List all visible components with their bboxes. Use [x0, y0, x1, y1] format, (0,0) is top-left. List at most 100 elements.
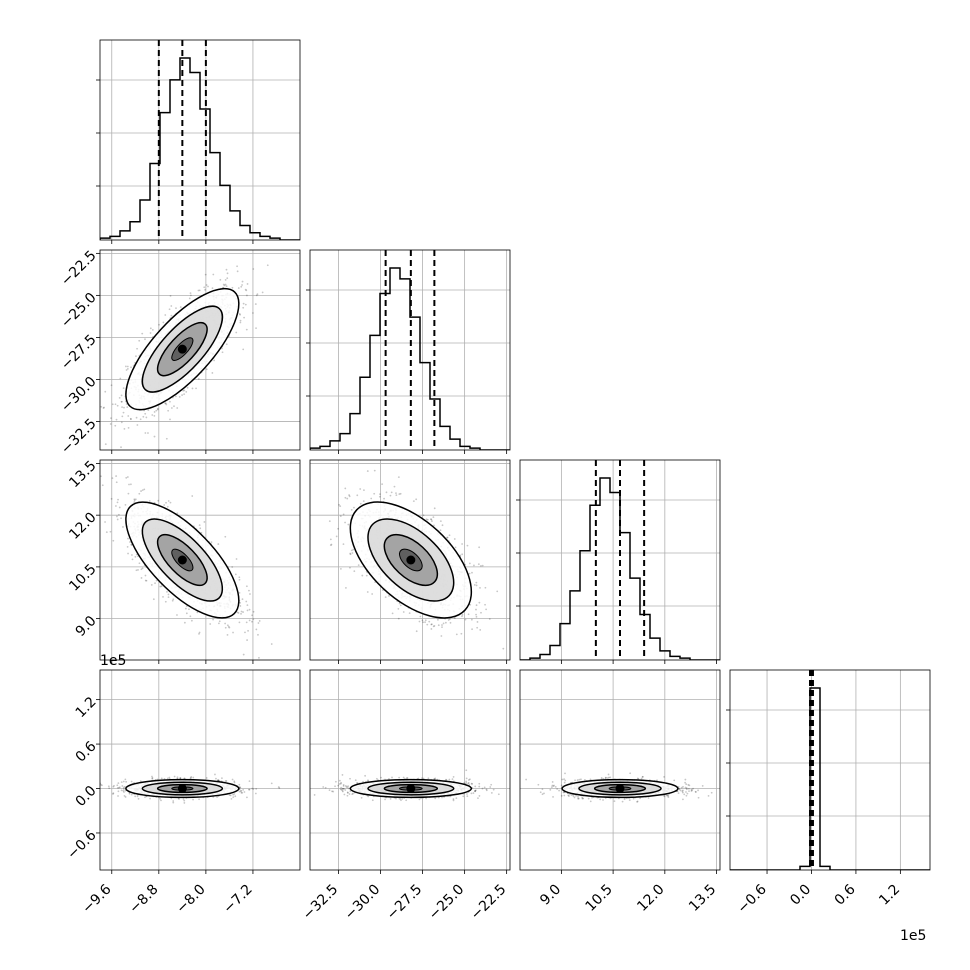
scatter-point	[362, 500, 365, 503]
scatter-point	[235, 558, 238, 560]
scatter-point	[134, 498, 137, 501]
scatter-point	[448, 618, 451, 621]
scatter-point	[442, 622, 445, 625]
scatter-point	[399, 492, 402, 495]
scatter-point	[198, 632, 200, 635]
scatter-point	[243, 791, 246, 793]
scatter-point	[484, 586, 487, 589]
scatter-point	[136, 347, 138, 350]
scatter-point	[150, 584, 153, 586]
scatter-point	[245, 328, 248, 331]
scatter-point	[138, 339, 141, 342]
scatter-point	[186, 386, 189, 389]
scatter-point	[126, 406, 129, 409]
scatter-point	[346, 497, 349, 500]
scatter-point	[133, 499, 136, 502]
scatter-point	[224, 283, 227, 286]
scatter-point	[424, 621, 426, 624]
scatter-point	[148, 500, 151, 502]
scatter-point	[238, 576, 241, 579]
scatter-point	[258, 620, 261, 622]
scatter-point	[478, 601, 481, 604]
scatter-point	[370, 497, 373, 500]
scatter-point	[218, 622, 220, 625]
scatter-point	[164, 314, 167, 316]
scatter-point	[242, 302, 245, 305]
scatter-point	[383, 497, 385, 500]
scatter-point	[255, 294, 258, 297]
scatter-point	[433, 507, 436, 510]
scatter-point	[222, 283, 225, 286]
scatter-point	[439, 529, 442, 532]
scatter-point	[329, 544, 332, 547]
scatter-point	[245, 600, 248, 603]
scatter-point	[159, 585, 162, 588]
scatter-point	[138, 562, 141, 565]
scatter-point	[120, 400, 123, 403]
scatter-point	[397, 476, 400, 479]
scatter-point	[255, 787, 258, 790]
scatter-point	[127, 492, 130, 495]
scatter-point	[211, 287, 214, 290]
scatter-point	[122, 780, 125, 783]
scatter-point	[174, 395, 177, 398]
scatter-point	[366, 470, 369, 472]
peak-marker	[177, 344, 187, 354]
scatter-point	[475, 608, 477, 611]
scatter-point	[145, 579, 148, 582]
scatter-point	[255, 628, 258, 631]
scatter-point	[430, 623, 433, 626]
scatter-point	[165, 501, 167, 504]
scatter-point	[185, 390, 188, 393]
scatter-point	[223, 284, 226, 287]
scatter-point	[344, 496, 347, 499]
scatter-point	[441, 626, 443, 629]
scatter-point	[178, 395, 181, 398]
scatter-point	[126, 367, 129, 370]
scatter-point	[189, 292, 192, 295]
scatter-point	[182, 798, 185, 800]
scatter-point	[122, 786, 125, 789]
scatter-point	[129, 417, 132, 420]
panel-frame	[99, 39, 301, 241]
scatter-point	[237, 287, 240, 289]
scatter-point	[101, 484, 104, 487]
scatter-point	[488, 618, 491, 620]
scatter-point	[197, 377, 200, 380]
scatter-point	[249, 593, 251, 595]
scatter-point	[122, 788, 125, 790]
scatter-point	[475, 581, 478, 584]
scatter-point	[144, 432, 147, 434]
scatter-point	[160, 585, 163, 588]
scatter-point	[169, 501, 172, 504]
scatter-point	[480, 564, 482, 567]
scatter-point	[142, 415, 145, 418]
scatter-point	[167, 500, 170, 502]
scatter-point	[188, 297, 191, 300]
scatter-point	[244, 288, 247, 291]
scatter-point	[200, 531, 203, 534]
scatter-point	[468, 572, 471, 575]
scatter-point	[130, 544, 133, 546]
scatter-point	[135, 569, 138, 572]
scatter-point	[437, 624, 440, 627]
scatter-point	[359, 502, 362, 505]
scatter-point	[141, 332, 144, 335]
scatter-point	[205, 284, 208, 286]
scatter-point	[144, 574, 147, 577]
scatter-point	[461, 615, 463, 618]
scatter-point	[115, 475, 118, 477]
scatter-point	[468, 562, 471, 565]
scatter-point	[422, 621, 425, 624]
scatter-point	[135, 553, 138, 556]
scatter-point	[155, 409, 158, 412]
scatter-point	[183, 621, 186, 624]
scatter-point	[140, 568, 143, 571]
scatter-point	[329, 538, 332, 541]
scatter-point	[144, 579, 147, 582]
scatter-point	[155, 579, 158, 582]
scatter-point	[496, 590, 499, 593]
scatter-point	[246, 609, 249, 612]
scatter-point	[147, 409, 150, 412]
scatter-point	[242, 653, 245, 656]
